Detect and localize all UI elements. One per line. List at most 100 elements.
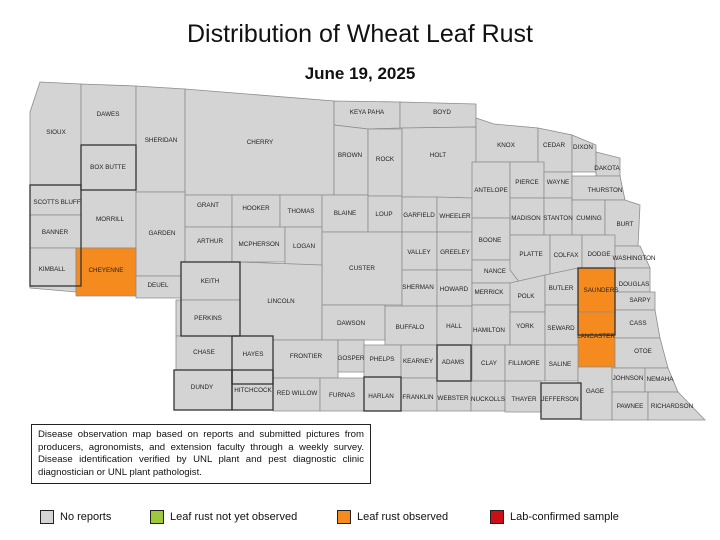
county-dixon bbox=[571, 134, 597, 173]
county-label-seward: SEWARD bbox=[547, 325, 575, 332]
county-label-knox: KNOX bbox=[497, 142, 516, 149]
county-label-washington: WASHINGTON bbox=[612, 255, 655, 262]
county-label-dawes: DAWES bbox=[97, 111, 120, 118]
county-knox bbox=[475, 117, 539, 163]
county-label-arthur: ARTHUR bbox=[197, 238, 224, 245]
county-label-sarpy: SARPY bbox=[629, 297, 651, 304]
county-label-platte: PLATTE bbox=[519, 251, 542, 258]
county-label-logan: LOGAN bbox=[293, 243, 315, 250]
county-brown bbox=[333, 124, 369, 196]
legend-swatch-observed bbox=[337, 510, 351, 524]
county-label-box-butte: BOX BUTTE bbox=[90, 164, 126, 171]
legend-swatch-no-reports bbox=[40, 510, 54, 524]
county-label-johnson: JOHNSON bbox=[613, 375, 644, 382]
county-label-custer: CUSTER bbox=[349, 265, 375, 272]
county-label-grant: GRANT bbox=[197, 202, 219, 209]
county-label-nemaha: NEMAHA bbox=[647, 376, 675, 383]
legend-label: Leaf rust observed bbox=[357, 511, 449, 523]
county-label-boone: BOONE bbox=[479, 237, 502, 244]
county-label-adams: ADAMS bbox=[442, 359, 464, 366]
county-label-mcpherson: MCPHERSON bbox=[239, 241, 280, 248]
county-label-keya-paha: KEYA PAHA bbox=[350, 109, 385, 116]
county-label-saline: SALINE bbox=[549, 361, 571, 368]
map-date: June 19, 2025 bbox=[304, 64, 416, 83]
county-label-hitchcock: HITCHCOCK bbox=[234, 387, 272, 394]
county-label-antelope: ANTELOPE bbox=[474, 187, 508, 194]
county-label-rock: ROCK bbox=[376, 156, 395, 163]
county-label-deuel: DEUEL bbox=[148, 282, 169, 289]
county-label-clay: CLAY bbox=[481, 360, 498, 367]
county-label-butler: BUTLER bbox=[549, 285, 574, 292]
county-label-dodge: DODGE bbox=[587, 251, 610, 258]
county-label-merrick: MERRICK bbox=[474, 289, 504, 296]
county-label-thayer: THAYER bbox=[511, 396, 537, 403]
county-label-nuckolls: NUCKOLLS bbox=[471, 396, 505, 403]
legend-swatch-lab-confirmed bbox=[490, 510, 504, 524]
legend-no-reports: No reports bbox=[40, 508, 111, 526]
county-label-sheridan: SHERIDAN bbox=[145, 137, 178, 144]
county-label-phelps: PHELPS bbox=[370, 356, 395, 363]
county-label-polk: POLK bbox=[518, 293, 536, 300]
county-label-boyd: BOYD bbox=[433, 109, 451, 116]
county-label-pierce: PIERCE bbox=[515, 179, 538, 186]
county-label-dixon: DIXON bbox=[573, 144, 593, 151]
county-label-garfield: GARFIELD bbox=[403, 212, 435, 219]
county-label-sioux: SIOUX bbox=[46, 129, 66, 136]
county-label-madison: MADISON bbox=[511, 215, 541, 222]
county-label-howard: HOWARD bbox=[440, 286, 469, 293]
county-holt bbox=[401, 126, 477, 199]
county-label-franklin: FRANKLIN bbox=[402, 394, 434, 401]
county-dakota bbox=[595, 151, 621, 177]
county-label-hamilton: HAMILTON bbox=[473, 327, 505, 334]
county-label-blaine: BLAINE bbox=[334, 210, 356, 217]
county-label-keith: KEITH bbox=[201, 278, 220, 285]
county-label-sherman: SHERMAN bbox=[402, 284, 434, 291]
county-label-buffalo: BUFFALO bbox=[396, 324, 425, 331]
county-label-dakota: DAKOTA bbox=[594, 165, 620, 172]
county-label-banner: BANNER bbox=[42, 229, 69, 236]
county-label-harlan: HARLAN bbox=[368, 393, 394, 400]
county-label-thurston: THURSTON bbox=[588, 187, 623, 194]
county-label-dundy: DUNDY bbox=[191, 384, 214, 391]
county-label-gage: GAGE bbox=[586, 388, 604, 395]
county-label-colfax: COLFAX bbox=[554, 252, 580, 259]
county-label-fillmore: FILLMORE bbox=[508, 360, 540, 367]
map-note: Disease observation map based on reports… bbox=[31, 424, 371, 485]
county-label-wayne: WAYNE bbox=[547, 179, 569, 186]
county-label-hall: HALL bbox=[446, 323, 462, 330]
county-grant bbox=[184, 194, 233, 228]
county-label-york: YORK bbox=[516, 323, 535, 330]
county-label-otoe: OTOE bbox=[634, 348, 652, 355]
county-label-furnas: FURNAS bbox=[329, 392, 355, 399]
county-label-pawnee: PAWNEE bbox=[617, 403, 644, 410]
county-label-webster: WEBSTER bbox=[437, 395, 469, 402]
county-hamilton bbox=[471, 304, 511, 346]
county-label-lincoln: LINCOLN bbox=[267, 298, 295, 305]
county-label-red-willow: RED WILLOW bbox=[277, 390, 318, 397]
county-label-douglas: DOUGLAS bbox=[619, 281, 650, 288]
county-label-frontier: FRONTIER bbox=[290, 353, 323, 360]
county-label-garden: GARDEN bbox=[149, 230, 176, 237]
county-label-thomas: THOMAS bbox=[288, 208, 315, 215]
county-label-dawson: DAWSON bbox=[337, 320, 366, 327]
county-label-morrill: MORRILL bbox=[96, 216, 124, 223]
legend-swatch-not-observed bbox=[150, 510, 164, 524]
county-label-saunders: SAUNDERS bbox=[584, 287, 619, 294]
county-label-gosper: GOSPER bbox=[338, 355, 365, 362]
county-label-cherry: CHERRY bbox=[247, 139, 274, 146]
county-label-cheyenne: CHEYENNE bbox=[89, 267, 124, 274]
county-label-scotts-bluff: SCOTTS BLUFF bbox=[33, 199, 80, 206]
county-label-burt: BURT bbox=[616, 221, 633, 228]
map-title: Distribution of Wheat Leaf Rust bbox=[187, 20, 533, 48]
county-label-greeley: GREELEY bbox=[440, 249, 471, 256]
legend-observed: Leaf rust observed bbox=[337, 508, 448, 526]
county-label-wheeler: WHEELER bbox=[439, 213, 471, 220]
county-label-cass: CASS bbox=[629, 320, 646, 327]
county-label-nance: NANCE bbox=[484, 268, 506, 275]
county-richardson bbox=[647, 391, 706, 421]
county-label-stanton: STANTON bbox=[543, 215, 573, 222]
county-label-cuming: CUMING bbox=[576, 215, 602, 222]
county-label-kimball: KIMBALL bbox=[39, 266, 66, 273]
county-label-loup: LOUP bbox=[375, 211, 392, 218]
